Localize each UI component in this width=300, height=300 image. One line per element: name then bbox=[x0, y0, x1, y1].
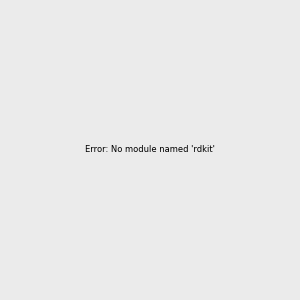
Text: Error: No module named 'rdkit': Error: No module named 'rdkit' bbox=[85, 146, 215, 154]
